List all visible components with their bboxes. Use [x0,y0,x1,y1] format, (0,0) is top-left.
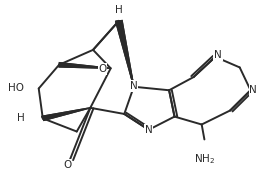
Polygon shape [116,21,134,87]
Text: N: N [130,81,138,91]
Text: H: H [115,5,123,15]
Text: N: N [145,125,153,135]
Text: N: N [250,85,257,95]
Text: O: O [63,160,71,170]
Polygon shape [59,63,111,68]
Text: O: O [63,160,71,170]
Polygon shape [42,108,90,120]
Polygon shape [59,63,111,68]
Text: H: H [17,113,25,123]
Text: NH$_2$: NH$_2$ [194,152,215,166]
Text: O: O [98,64,107,74]
Text: NH$_2$: NH$_2$ [194,152,215,166]
Text: N: N [250,85,257,95]
Text: N: N [214,50,222,60]
Text: HO: HO [8,84,24,93]
Polygon shape [42,108,90,120]
Text: HO: HO [8,84,24,93]
Text: N: N [130,81,138,91]
Polygon shape [116,21,134,87]
Text: H: H [115,5,123,15]
Text: N: N [214,50,222,60]
Text: N: N [145,125,153,135]
Text: O: O [98,64,107,74]
Text: H: H [17,113,25,123]
